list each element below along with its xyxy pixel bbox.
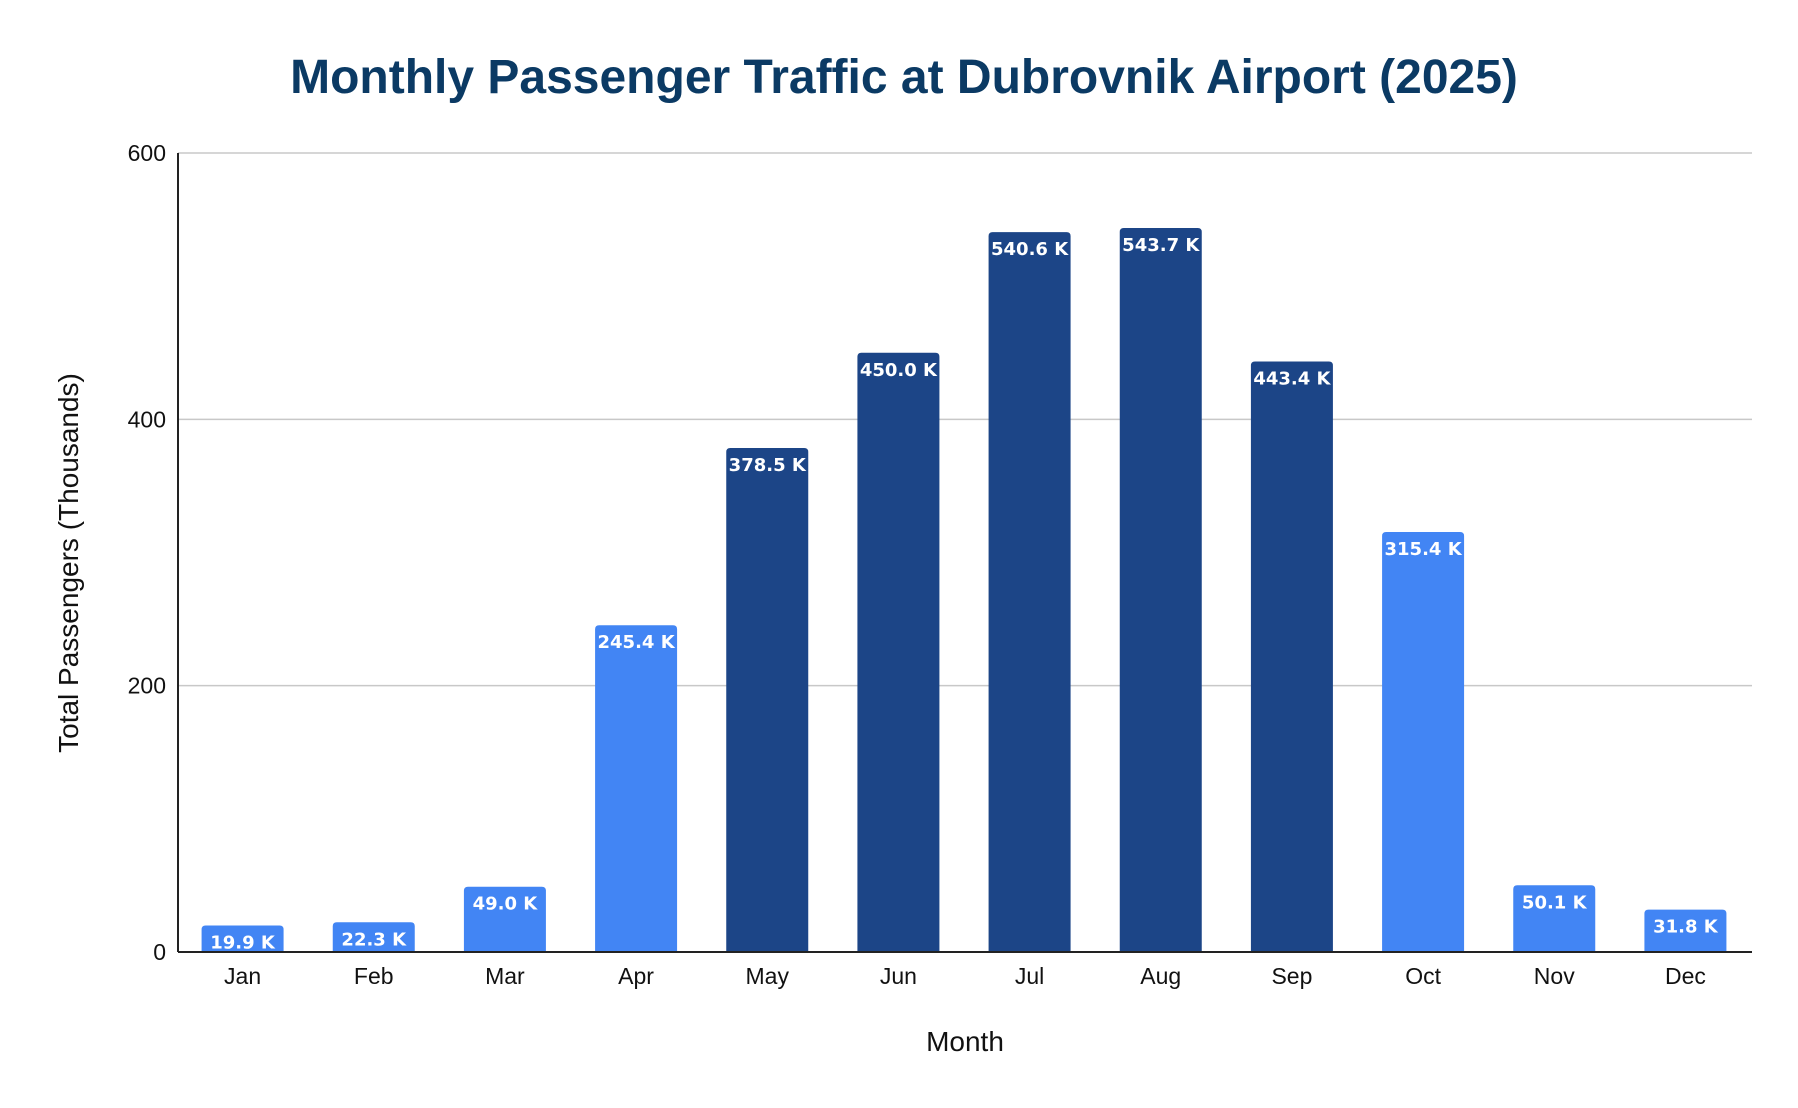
- bars: [201, 227, 1727, 952]
- data-label-aug: 543.7 K: [1122, 235, 1200, 256]
- data-label-dec: 31.8 K: [1653, 917, 1719, 938]
- x-tick-label-may: May: [746, 963, 790, 989]
- data-labels: 19.9 K 22.3 K 49.0 K 245.4 K 378.5 K 450.0 K 5…: [210, 235, 1719, 954]
- bar-sep: [1250, 361, 1333, 952]
- bar-feb: [332, 922, 415, 952]
- x-tick-label-mar: Mar: [485, 963, 525, 989]
- bar-mar: [463, 886, 546, 952]
- x-tick-label-apr: Apr: [618, 963, 654, 989]
- y-axis-label: Total Passengers (Thousands): [53, 373, 84, 753]
- x-tick-label-nov: Nov: [1534, 963, 1575, 989]
- data-label-mar: 49.0 K: [473, 894, 539, 915]
- chart-title: Monthly Passenger Traffic at Dubrovnik A…: [290, 51, 1518, 104]
- y-tick-label: 0: [153, 939, 166, 965]
- bar-may: [726, 447, 809, 952]
- x-tick-label-feb: Feb: [354, 963, 394, 989]
- x-tick-label-dec: Dec: [1665, 963, 1706, 989]
- bar-jul: [988, 232, 1071, 952]
- x-axis-label: Month: [926, 1026, 1004, 1057]
- x-tick-labels: Jan Feb Mar Apr May Jun Jul Aug Sep Oct Nov Dec: [224, 963, 1706, 989]
- x-tick-label-aug: Aug: [1140, 963, 1181, 989]
- bar-dec: [1644, 909, 1727, 952]
- bar-aug: [1119, 227, 1202, 952]
- data-label-sep: 443.4 K: [1253, 369, 1331, 390]
- bar-nov: [1513, 885, 1596, 952]
- y-tick-label: 200: [128, 673, 166, 699]
- y-tick-label: 400: [128, 406, 166, 432]
- y-tick-label: 600: [128, 140, 166, 166]
- data-label-oct: 315.4 K: [1385, 539, 1463, 560]
- data-label-apr: 245.4 K: [598, 632, 676, 653]
- gridlines: [178, 152, 1752, 687]
- x-tick-label-jul: Jul: [1015, 963, 1044, 989]
- bar-apr: [595, 625, 678, 952]
- data-label-jun: 450.0 K: [860, 360, 938, 381]
- x-tick-label-sep: Sep: [1271, 963, 1312, 989]
- x-tick-label-jun: Jun: [880, 963, 917, 989]
- bar-jan: [201, 925, 284, 952]
- data-label-feb: 22.3 K: [341, 929, 407, 950]
- data-label-jan: 19.9 K: [210, 932, 276, 953]
- x-tick-label-oct: Oct: [1405, 963, 1441, 989]
- x-tick-label-jan: Jan: [224, 963, 261, 989]
- data-label-jul: 540.6 K: [991, 239, 1069, 260]
- y-tick-labels: 0 200 400 600: [128, 140, 166, 965]
- data-label-nov: 50.1 K: [1522, 892, 1588, 913]
- bar-jun: [857, 352, 940, 952]
- data-label-may: 378.5 K: [729, 455, 807, 476]
- bar-oct: [1382, 531, 1465, 952]
